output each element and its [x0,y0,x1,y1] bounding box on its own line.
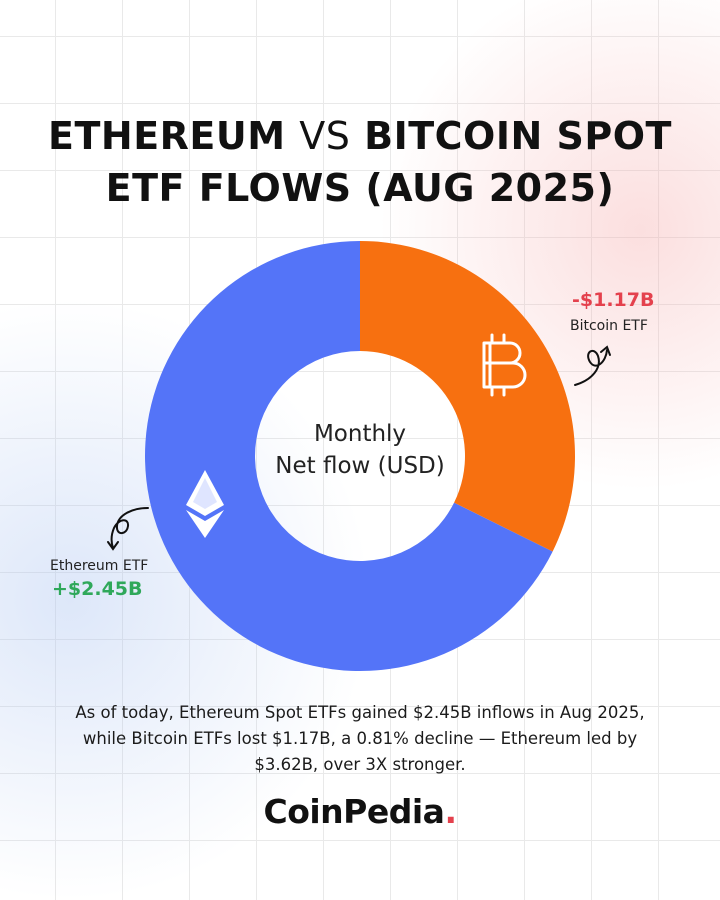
caption-line2: while Bitcoin ETFs lost $1.17B, a 0.81% … [82,729,638,748]
ethereum-name-label: Ethereum ETF [50,558,149,574]
caption: As of today, Ethereum Spot ETFs gained $… [50,700,670,778]
bitcoin-curly-arrow-icon [574,345,611,386]
bitcoin-name-label: Bitcoin ETF [570,318,648,334]
center-label-line1: Monthly [313,421,407,447]
ethereum-curly-arrow-icon [107,507,149,551]
coinpedia-logo: CoinPedia. [0,792,720,831]
ethereum-icon [186,470,224,538]
caption-line3: $3.62B, over 3X stronger. [254,755,466,774]
title-bitcoin-spot: BITCOIN SPOT [364,114,672,158]
center-label: Monthly Net flow (USD) [250,418,470,482]
bitcoin-value-label: -$1.17B [572,289,655,311]
bitcoin-icon [482,333,527,397]
bitcoin-slice [360,241,575,552]
title-vs: VS [299,114,351,158]
chart-title: ETHEREUM VS BITCOIN SPOT ETF FLOWS (AUG … [0,110,720,214]
logo-text: CoinPedia [263,792,445,831]
ethereum-value-label: +$2.45B [52,578,143,600]
title-line2: ETF FLOWS (AUG 2025) [105,166,615,210]
logo-dot: . [444,792,457,831]
center-label-line2: Net flow (USD) [275,453,445,479]
title-ethereum: ETHEREUM [48,114,286,158]
caption-line1: As of today, Ethereum Spot ETFs gained $… [75,703,645,722]
ethereum-slice [144,241,553,671]
